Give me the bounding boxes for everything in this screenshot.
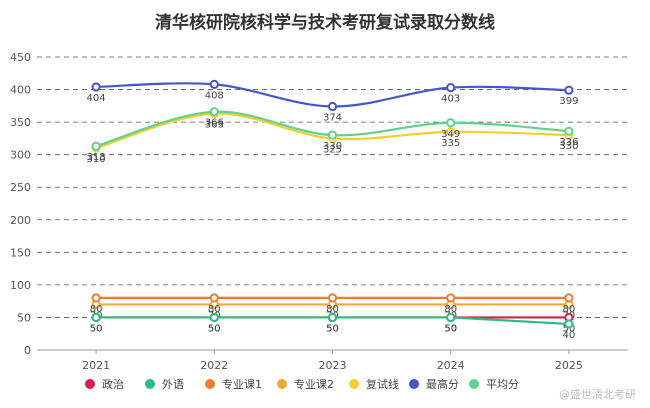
y-tick-label: 100 xyxy=(10,279,31,292)
data-point xyxy=(447,294,454,301)
x-tick-label: 2024 xyxy=(437,359,465,372)
x-tick-label: 2022 xyxy=(200,359,228,372)
legend-label: 专业课2 xyxy=(294,377,334,391)
data-point xyxy=(93,143,100,150)
y-tick-label: 50 xyxy=(17,311,31,324)
data-point xyxy=(565,294,572,301)
data-label: 313 xyxy=(87,152,106,163)
legend-marker xyxy=(205,379,215,389)
data-point xyxy=(329,132,336,139)
data-label: 404 xyxy=(87,93,106,104)
data-label: 40 xyxy=(563,330,576,341)
data-label: 399 xyxy=(559,96,578,107)
data-point xyxy=(447,119,454,126)
y-tick-label: 150 xyxy=(10,246,31,259)
data-label: 50 xyxy=(208,323,221,334)
data-label: 408 xyxy=(205,90,224,101)
legend-label: 外语 xyxy=(162,378,184,391)
x-tick-label: 2021 xyxy=(82,359,110,372)
x-tick-label: 2023 xyxy=(319,359,347,372)
data-point xyxy=(211,81,218,88)
y-tick-label: 350 xyxy=(10,116,31,129)
legend-label: 复试线 xyxy=(366,377,399,391)
legend-marker xyxy=(85,379,95,389)
data-label: 50 xyxy=(444,323,457,334)
x-tick-label: 2025 xyxy=(555,359,583,372)
data-point xyxy=(211,108,218,115)
data-label: 349 xyxy=(441,129,460,140)
data-label: 366 xyxy=(205,118,224,129)
legend-label: 最高分 xyxy=(426,377,459,391)
data-point xyxy=(93,294,100,301)
data-point xyxy=(211,314,218,321)
y-tick-label: 450 xyxy=(10,51,31,64)
legend-marker xyxy=(469,379,479,389)
data-point xyxy=(329,103,336,110)
y-tick-label: 250 xyxy=(10,181,31,194)
y-tick-label: 0 xyxy=(24,344,31,357)
legend-label: 政治 xyxy=(102,377,124,391)
y-tick-label: 300 xyxy=(10,149,31,162)
data-point xyxy=(565,87,572,94)
legend-marker xyxy=(409,379,419,389)
data-label: 330 xyxy=(323,141,342,152)
legend-label: 专业课1 xyxy=(222,377,262,391)
data-point xyxy=(565,128,572,135)
data-label: 374 xyxy=(323,112,342,123)
data-point xyxy=(329,294,336,301)
data-point xyxy=(447,314,454,321)
legend-marker xyxy=(277,379,287,389)
data-label: 50 xyxy=(90,323,103,334)
data-label: 336 xyxy=(559,137,578,148)
y-tick-label: 200 xyxy=(10,214,31,227)
data-label: 403 xyxy=(441,94,460,105)
data-point xyxy=(211,294,218,301)
legend-marker xyxy=(349,379,359,389)
data-point xyxy=(329,314,336,321)
data-point xyxy=(565,320,572,327)
legend-marker xyxy=(145,379,155,389)
data-label: 50 xyxy=(326,323,339,334)
data-point xyxy=(93,314,100,321)
y-tick-label: 400 xyxy=(10,84,31,97)
data-point xyxy=(447,84,454,91)
data-point xyxy=(93,83,100,90)
legend-label: 平均分 xyxy=(486,378,519,391)
watermark: @盛世清北考研 xyxy=(559,386,636,402)
